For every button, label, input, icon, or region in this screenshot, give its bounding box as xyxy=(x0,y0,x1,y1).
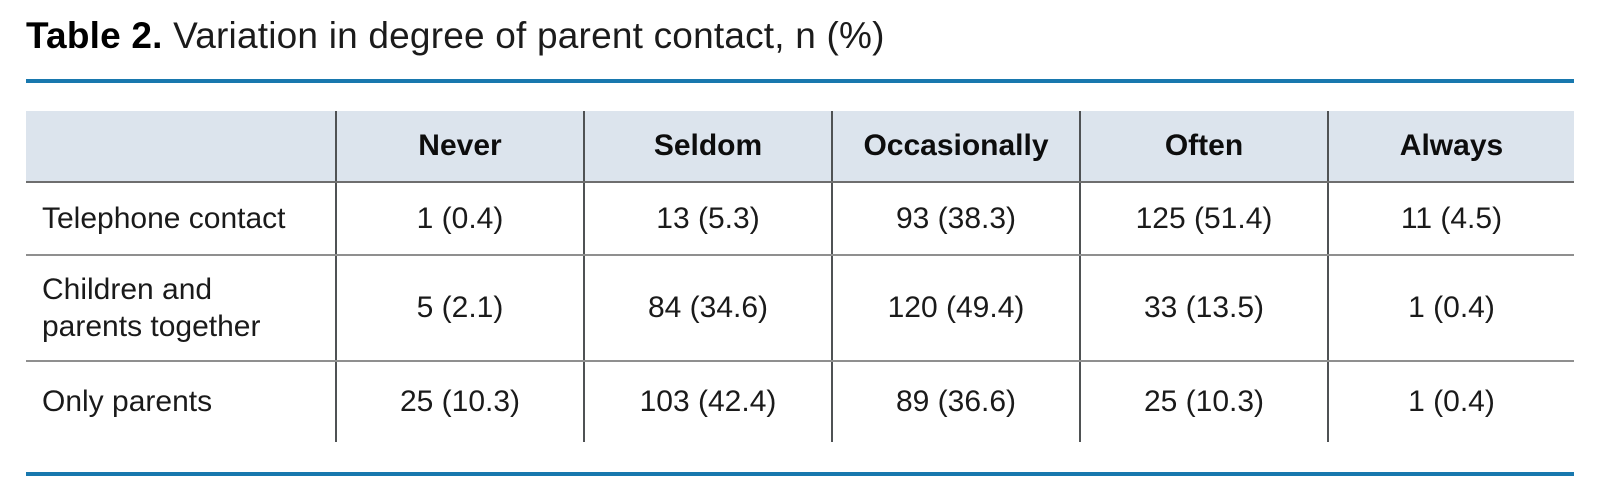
cell: 11 (4.5) xyxy=(1328,182,1574,256)
table-title: Table 2. Variation in degree of parent c… xyxy=(26,14,1574,58)
column-header-often: Often xyxy=(1080,111,1329,183)
column-header-empty xyxy=(26,111,337,183)
cell: 84 (34.6) xyxy=(584,255,833,362)
cell: 1 (0.4) xyxy=(336,182,585,256)
cell: 103 (42.4) xyxy=(584,361,833,442)
column-header-occasionally: Occasionally xyxy=(832,111,1081,183)
cell: 25 (10.3) xyxy=(1080,361,1329,442)
column-header-never: Never xyxy=(336,111,585,183)
table-title-text: Variation in degree of parent contact, n… xyxy=(173,15,885,56)
cell: 25 (10.3) xyxy=(336,361,585,442)
cell: 13 (5.3) xyxy=(584,182,833,256)
header-row: Never Seldom Occasionally Often Always xyxy=(26,111,1574,183)
cell: 5 (2.1) xyxy=(336,255,585,362)
cell: 33 (13.5) xyxy=(1080,255,1329,362)
cell: 89 (36.6) xyxy=(832,361,1081,442)
cell: 125 (51.4) xyxy=(1080,182,1329,256)
row-label: Only parents xyxy=(26,361,337,442)
table-number: Table 2. xyxy=(26,15,163,56)
column-header-always: Always xyxy=(1328,111,1574,183)
row-label: Telephone contact xyxy=(26,182,337,256)
bottom-accent-rule xyxy=(26,472,1574,476)
column-header-seldom: Seldom xyxy=(584,111,833,183)
cell: 1 (0.4) xyxy=(1328,255,1574,362)
cell: 120 (49.4) xyxy=(832,255,1081,362)
page: Table 2. Variation in degree of parent c… xyxy=(26,14,1574,476)
row-label: Children and parents together xyxy=(26,255,337,362)
top-accent-rule xyxy=(26,79,1574,83)
table-row-children-and-parents-together: Children and parents together 5 (2.1) 84… xyxy=(26,255,1574,362)
table-row-telephone-contact: Telephone contact 1 (0.4) 13 (5.3) 93 (3… xyxy=(26,182,1574,256)
table-row-only-parents: Only parents 25 (10.3) 103 (42.4) 89 (36… xyxy=(26,361,1574,442)
parent-contact-table: Never Seldom Occasionally Often Always T… xyxy=(26,111,1574,442)
cell: 1 (0.4) xyxy=(1408,385,1495,418)
cell: 93 (38.3) xyxy=(832,182,1081,256)
